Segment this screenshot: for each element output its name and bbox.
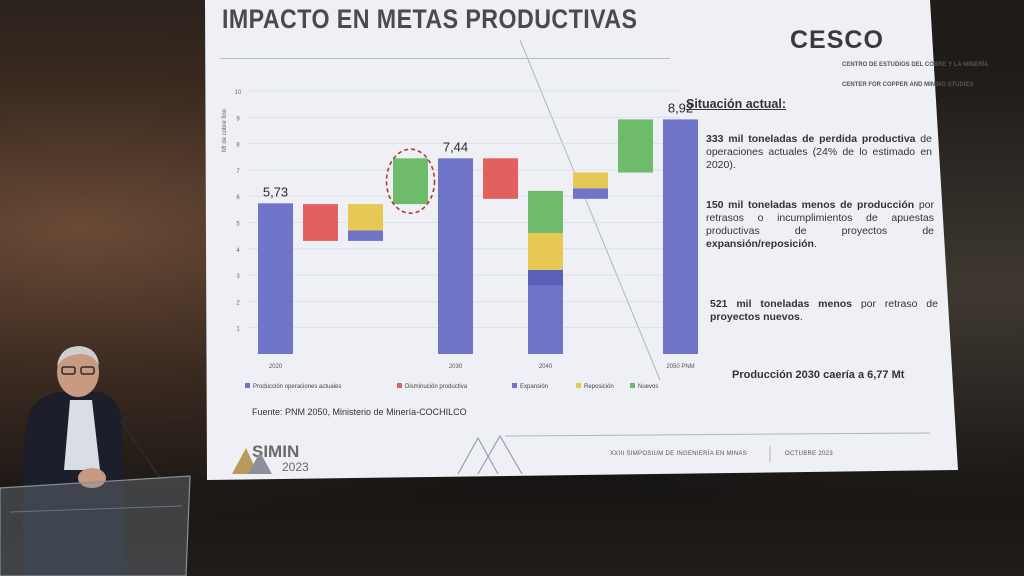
y-tick-label: 1 — [236, 327, 240, 333]
speaker-shirt — [64, 400, 100, 470]
y-tick-label: 3 — [236, 274, 240, 280]
x-axis-label: 2020 — [269, 364, 283, 370]
legend-swatch — [630, 383, 635, 388]
waterfall-bar-segment — [393, 158, 428, 205]
bullet-expansion-delay: 150 mil toneladas menos de producción po… — [706, 199, 934, 250]
y-tick-label: 8 — [236, 143, 240, 149]
legend-label: Producción operaciones actuales — [253, 384, 341, 390]
waterfall-bar-segment — [348, 230, 383, 241]
y-tick-label: 2 — [236, 300, 240, 306]
y-tick-label: 6 — [236, 195, 240, 201]
footer-divider-line — [504, 432, 931, 437]
x-axis-label: 2030 — [449, 364, 463, 370]
lectern-edge — [9, 505, 183, 513]
y-tick-label: 7 — [236, 169, 240, 175]
legend-label: Expansión — [520, 384, 548, 390]
legend-swatch — [245, 383, 250, 388]
decorative-diagonal-line — [519, 39, 661, 381]
waterfall-bar-segment — [258, 203, 293, 354]
speaker-jacket — [22, 392, 126, 576]
footer-event-name: XXIII SIMPOSIUM DE INGENIERÍA EN MINAS — [610, 451, 748, 457]
waterfall-bar-segment — [528, 190, 563, 234]
waterfall-bar-segment — [483, 158, 518, 199]
speaker-head — [57, 347, 99, 397]
event-logo-mark — [248, 452, 272, 474]
speaker-hair — [57, 346, 99, 366]
waterfall-bar-segment — [573, 172, 608, 189]
legend-swatch — [512, 383, 517, 388]
legend-label: Nuevos — [638, 384, 658, 390]
waterfall-bar-segment — [573, 188, 608, 199]
microphone-stand — [119, 419, 161, 479]
footer-mountain-mark — [477, 434, 523, 475]
y-axis-label: Mt de cobre fino — [222, 108, 228, 152]
slide-title: IMPACTO EN METAS PRODUCTIVAS — [222, 4, 638, 34]
waterfall-bar-segment — [348, 204, 383, 231]
brand-subtitle-es: CENTRO DE ESTUDIOS DEL COBRE Y LA MINERÍ… — [842, 62, 989, 68]
bullet-new-projects-delay: 521 mil toneladas menos por retraso de p… — [710, 298, 938, 323]
speaker-glasses — [61, 366, 76, 375]
x-axis-label: 2050 PNM — [666, 364, 694, 370]
y-tick-label: 10 — [235, 90, 242, 96]
chart-source: Fuente: PNM 2050, Ministerio de Minería-… — [252, 407, 467, 417]
situation-heading: Situación actual: — [686, 97, 787, 111]
y-tick-label: 9 — [236, 116, 240, 122]
waterfall-bar-segment — [528, 269, 563, 286]
event-logo-text: SIMIN — [252, 442, 300, 461]
y-tick-label: 4 — [236, 248, 240, 254]
conclusion-text: Producción 2030 caería a 6,77 Mt — [732, 369, 905, 381]
x-axis-label: 2040 — [539, 364, 553, 370]
bullet-operations-loss: 333 mil toneladas de perdida productiva … — [706, 133, 932, 171]
bar-value-label: 8,92 — [668, 100, 693, 115]
legend-swatch — [576, 383, 581, 388]
speaker-glasses — [80, 366, 95, 375]
y-tick-label: 5 — [236, 222, 240, 228]
chart-plot-area: 1 2 3 4 5 6 7 8 9 10 Mt de cobre fino 5,73 7,44 8,92 2… — [222, 90, 698, 390]
bar-value-label: 7,44 — [443, 139, 468, 154]
floor-shadow — [0, 466, 1024, 576]
waterfall-bar-segment — [528, 285, 563, 354]
highlight-circle — [385, 148, 436, 215]
waterfall-bar-segment — [528, 233, 563, 270]
glass-lectern — [0, 475, 191, 576]
legend-swatch — [397, 383, 402, 388]
legend-label: Reposición — [584, 384, 614, 390]
legend-label: Disminución productiva — [405, 384, 468, 390]
waterfall-bar-segment — [438, 158, 473, 354]
footer-date: OCTUBRE 2023 — [785, 451, 833, 457]
bar-value-label: 5,73 — [263, 184, 288, 199]
waterfall-bar-segment — [618, 119, 653, 173]
title-underline — [220, 58, 670, 59]
brand-subtitle-en: CENTER FOR COPPER AND MINING STUDIES — [842, 82, 974, 88]
event-year: 2023 — [282, 460, 309, 474]
waterfall-bar-segment — [303, 204, 338, 241]
footer-mountain-mark — [457, 436, 499, 475]
event-logo-mark — [232, 448, 258, 474]
waterfall-bar-segment — [663, 119, 698, 355]
brand-logo-text: CESCO — [790, 26, 884, 54]
